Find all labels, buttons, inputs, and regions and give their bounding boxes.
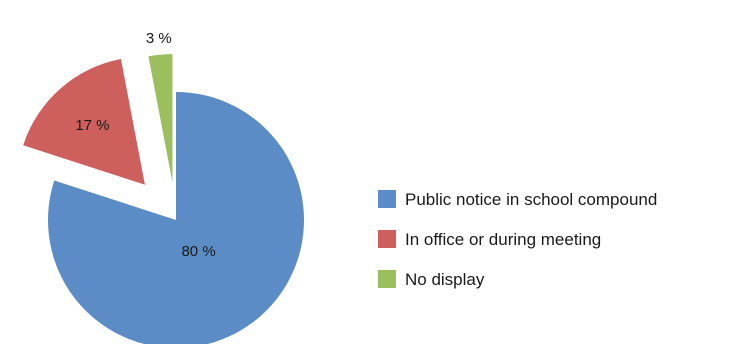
pie-slice-no-display <box>148 54 173 183</box>
legend-label: In office or during meeting <box>405 230 601 249</box>
pie-slices <box>23 54 304 344</box>
legend-label: Public notice in school compound <box>405 190 657 209</box>
legend: Public notice in school compound In offic… <box>378 190 657 289</box>
legend-item: Public notice in school compound <box>378 190 657 209</box>
legend-swatch <box>378 230 396 248</box>
legend-swatch <box>378 190 396 208</box>
legend-swatch <box>378 270 396 288</box>
legend-label: No display <box>405 270 485 289</box>
legend-item: No display <box>378 270 485 289</box>
slice-value-label: 17 % <box>75 117 109 134</box>
legend-item: In office or during meeting <box>378 230 601 249</box>
pie-slice-in-office-or-during-meeting <box>23 59 145 185</box>
slice-value-label: 3 % <box>146 30 172 47</box>
pie-value-labels: 80 % 17 % 3 % <box>75 30 215 260</box>
pie-slice-public-notice-in-school-compound <box>48 92 304 344</box>
slice-value-label: 80 % <box>181 243 215 260</box>
